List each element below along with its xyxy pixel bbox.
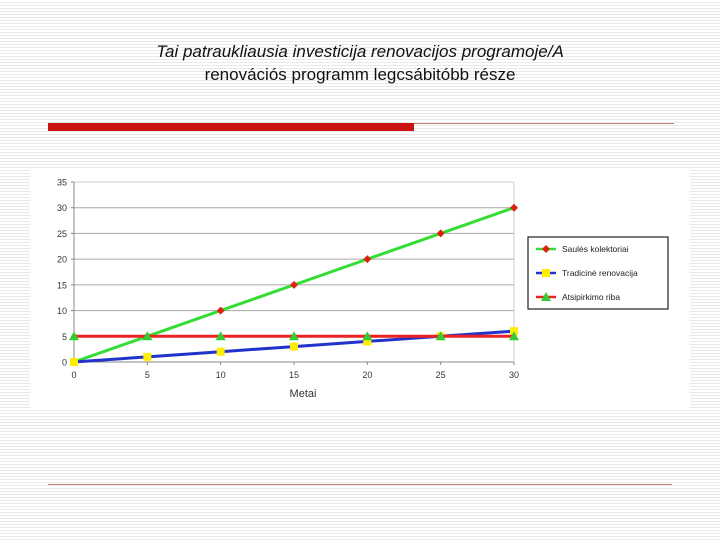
legend-label: Atsipirkimo riba bbox=[562, 292, 620, 302]
line-chart: 0 5 10 15 20 25 30 35 0 5 10 15 20 25 30 Metai Saulės … bbox=[57, 178, 669, 400]
chart-area: 0 5 10 15 20 25 30 35 0 5 10 15 20 25 30 Metai Saulės … bbox=[30, 170, 690, 410]
y-tick-label: 15 bbox=[57, 280, 67, 290]
data-point-triangle bbox=[215, 331, 226, 341]
x-tick-label: 15 bbox=[289, 370, 299, 380]
y-tick-label: 10 bbox=[57, 306, 67, 316]
x-tick-label: 0 bbox=[71, 370, 76, 380]
series-2 bbox=[69, 331, 519, 341]
y-tick-label: 30 bbox=[57, 203, 67, 213]
data-point-triangle bbox=[509, 331, 519, 341]
data-point-diamond bbox=[510, 203, 518, 212]
data-point-diamond bbox=[436, 229, 445, 238]
data-point-square bbox=[363, 337, 372, 346]
title-line-2: renovációs programm legcsábitóbb része bbox=[204, 65, 516, 84]
x-tick-label: 20 bbox=[362, 370, 372, 380]
data-point-diamond bbox=[216, 306, 225, 315]
data-point-diamond bbox=[290, 280, 298, 289]
x-axis-label: Metai bbox=[290, 388, 317, 400]
data-point-square bbox=[216, 347, 225, 356]
data-point-square bbox=[143, 352, 152, 361]
y-tick-label: 20 bbox=[57, 255, 67, 265]
y-tick-label: 5 bbox=[62, 332, 67, 342]
chart-legend: Saulės kolektoriai Tradicinė renovacija At… bbox=[527, 236, 669, 310]
data-point-square bbox=[290, 342, 298, 351]
y-tick-label: 0 bbox=[62, 358, 67, 368]
data-point-triangle bbox=[69, 331, 79, 341]
x-tick-label: 30 bbox=[509, 370, 519, 380]
chart-series bbox=[69, 203, 519, 366]
y-tick-label: 35 bbox=[57, 178, 67, 188]
x-tick-label: 5 bbox=[145, 370, 150, 380]
title-line-1: Tai patraukliausia investicija renovacij… bbox=[156, 42, 564, 61]
data-point-diamond bbox=[363, 255, 372, 264]
data-point-square bbox=[70, 358, 78, 366]
title-accent-bar bbox=[48, 123, 414, 131]
chart-axes: 0 5 10 15 20 25 30 35 0 5 10 15 20 25 30 bbox=[57, 178, 519, 381]
legend-label: Tradicinė renovacija bbox=[562, 268, 638, 278]
data-point-square bbox=[510, 327, 518, 336]
x-tick-label: 25 bbox=[436, 370, 446, 380]
x-tick-label: 10 bbox=[216, 370, 226, 380]
data-point-triangle bbox=[289, 331, 299, 341]
data-point-triangle bbox=[362, 331, 373, 341]
data-point-triangle bbox=[142, 331, 153, 341]
legend-label: Saulės kolektoriai bbox=[562, 244, 629, 254]
slide-title: Tai patraukliausia investicija renovacij… bbox=[40, 40, 680, 86]
footer-divider-line bbox=[48, 484, 672, 485]
data-point-square bbox=[542, 269, 550, 277]
title-divider-line bbox=[414, 123, 674, 124]
data-point-triangle bbox=[541, 292, 551, 301]
data-point-diamond bbox=[542, 245, 550, 253]
y-tick-label: 25 bbox=[57, 229, 67, 239]
chart-gridlines bbox=[74, 181, 514, 337]
data-point-triangle bbox=[435, 331, 446, 341]
